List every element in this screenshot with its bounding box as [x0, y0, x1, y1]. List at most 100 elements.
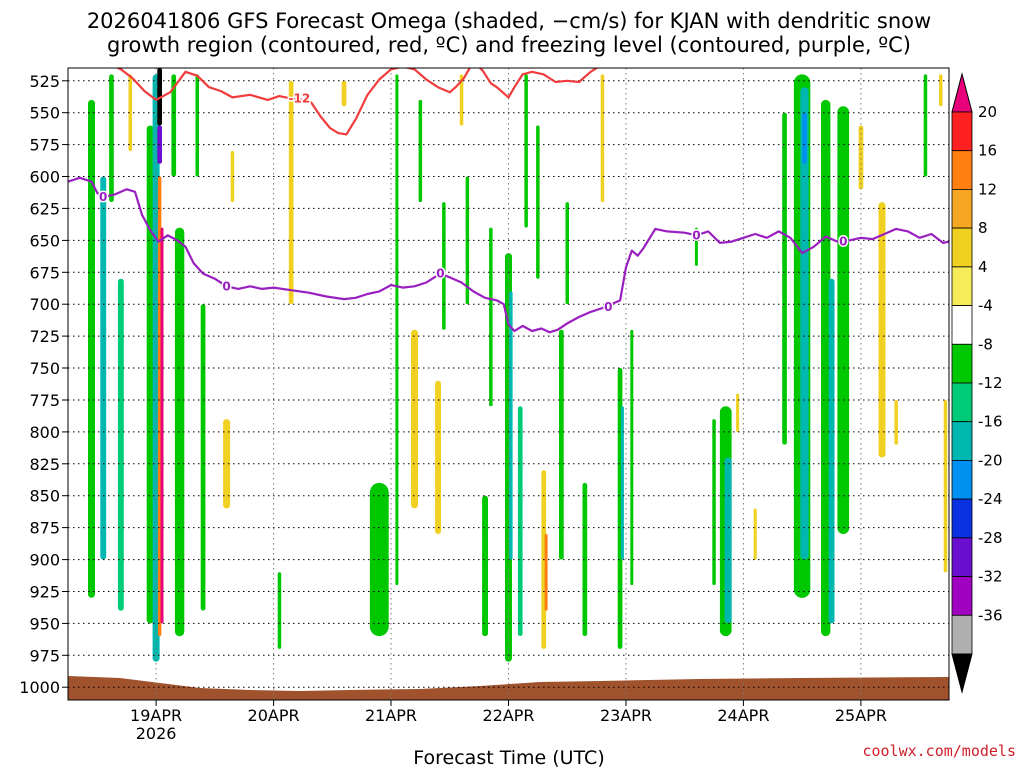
omega-patch — [160, 227, 164, 624]
x-tick-label: 22APR — [482, 706, 534, 725]
omega-patch — [712, 419, 716, 586]
temperature-contours: -12 0 0 0 0 0 0 — [68, 68, 949, 334]
y-tick-label: 925 — [29, 583, 60, 602]
y-tick-label: 750 — [29, 359, 60, 378]
y-tick-label: 825 — [29, 455, 60, 474]
omega-shading — [88, 68, 948, 662]
contour-line — [68, 176, 949, 334]
omega-patch — [828, 278, 835, 624]
x-tick-label: 19APR — [130, 706, 182, 725]
colorbar-label: 4 — [978, 258, 988, 276]
y-tick-label: 1000 — [19, 678, 60, 697]
omega-patch — [524, 74, 528, 228]
omega-patch — [630, 329, 634, 586]
colorbar-label: 8 — [978, 219, 988, 237]
omega-patch — [88, 99, 95, 598]
colorbar-label: -32 — [978, 568, 1003, 586]
contour-label: 0 — [99, 190, 107, 204]
omega-patch — [223, 419, 231, 509]
contour-label: 0 — [604, 300, 612, 314]
omega-patch — [565, 202, 569, 305]
omega-patch — [821, 99, 831, 637]
omega-patch — [894, 400, 898, 445]
omega-patch — [195, 74, 199, 177]
omega-patch — [536, 125, 540, 279]
omega-patch — [837, 106, 850, 535]
omega-patch — [878, 202, 886, 458]
colorbar-label: -24 — [978, 490, 1003, 508]
colorbar-label: 20 — [978, 103, 997, 121]
omega-patch — [509, 291, 513, 560]
omega-patch — [782, 112, 787, 445]
omega-patch — [802, 112, 807, 164]
omega-patch — [230, 151, 235, 203]
y-axis-ticks: 525 550 575 600 625 650 675 700 725 750 775 800 825 8… — [19, 72, 68, 697]
y-tick-label: 700 — [29, 295, 60, 314]
omega-patch — [174, 227, 185, 637]
y-tick-label: 800 — [29, 423, 60, 442]
omega-patch — [736, 393, 740, 432]
colorbar-swatch — [951, 343, 973, 384]
omega-patch — [277, 572, 282, 649]
omega-patch — [544, 534, 548, 611]
y-tick-label: 675 — [29, 263, 60, 282]
contour-label: 0 — [839, 235, 847, 249]
chart-title: 2026041806 GFS Forecast Omega (shaded, −… — [87, 9, 931, 57]
colorbar-swatch — [951, 188, 973, 229]
colorbar: 20 16 12 8 4 -4 -8 -12 -16 -20 -24 -28 -32 -36 — [951, 72, 1003, 694]
title-line-2: growth region (contoured, red, ºC) and f… — [107, 33, 911, 57]
x-tick-sublabel: 2026 — [136, 724, 177, 743]
colorbar-swatch — [951, 111, 973, 152]
y-tick-label: 725 — [29, 327, 60, 346]
y-tick-label: 525 — [29, 72, 60, 91]
colorbar-swatch — [951, 537, 973, 578]
omega-patch — [943, 400, 948, 573]
contour-label: 0 — [436, 267, 444, 281]
y-tick-label: 650 — [29, 231, 60, 250]
y-tick-label: 775 — [29, 391, 60, 410]
omega-patch — [146, 125, 154, 624]
x-tick-label: 24APR — [717, 706, 769, 725]
contour-label: 0 — [692, 228, 700, 242]
omega-patch — [117, 278, 124, 611]
colorbar-swatch — [951, 305, 973, 345]
y-tick-label: 950 — [29, 614, 60, 633]
x-tick-label: 23APR — [600, 706, 652, 725]
title-line-1: 2026041806 GFS Forecast Omega (shaded, −… — [87, 9, 931, 33]
omega-patch — [517, 406, 523, 637]
colorbar-label: -8 — [978, 335, 993, 353]
omega-patch — [395, 74, 399, 586]
y-tick-label: 975 — [29, 646, 60, 665]
colorbar-swatch — [951, 614, 973, 655]
y-tick-label: 550 — [29, 104, 60, 123]
omega-patch — [341, 80, 347, 107]
colorbar-swatch — [951, 498, 973, 539]
contour-label: 0 — [222, 279, 230, 293]
colorbar-cap-bottom — [951, 653, 973, 694]
omega-patch — [694, 227, 698, 266]
grid-lines — [68, 68, 949, 700]
colorbar-swatch — [951, 421, 973, 461]
colorbar-swatch — [951, 382, 973, 423]
x-tick-label: 21APR — [365, 706, 417, 725]
colorbar-swatch — [951, 266, 973, 306]
colorbar-label: -4 — [978, 297, 993, 315]
omega-patch — [582, 482, 588, 637]
omega-patch — [157, 125, 162, 164]
omega-patch — [418, 99, 423, 202]
y-tick-label: 625 — [29, 199, 60, 218]
omega-patch — [109, 74, 114, 203]
omega-patch — [753, 508, 757, 560]
omega-patch — [489, 227, 493, 407]
colorbar-label: -28 — [978, 529, 1003, 547]
colorbar-swatch — [951, 227, 973, 268]
omega-patch — [442, 202, 446, 330]
omega-patch — [459, 74, 464, 126]
y-tick-label: 850 — [29, 487, 60, 506]
omega-patch — [600, 74, 605, 203]
omega-patch — [620, 406, 624, 560]
colorbar-cap-top — [951, 72, 973, 113]
contour-label: -12 — [289, 92, 311, 106]
omega-patch — [288, 80, 294, 305]
